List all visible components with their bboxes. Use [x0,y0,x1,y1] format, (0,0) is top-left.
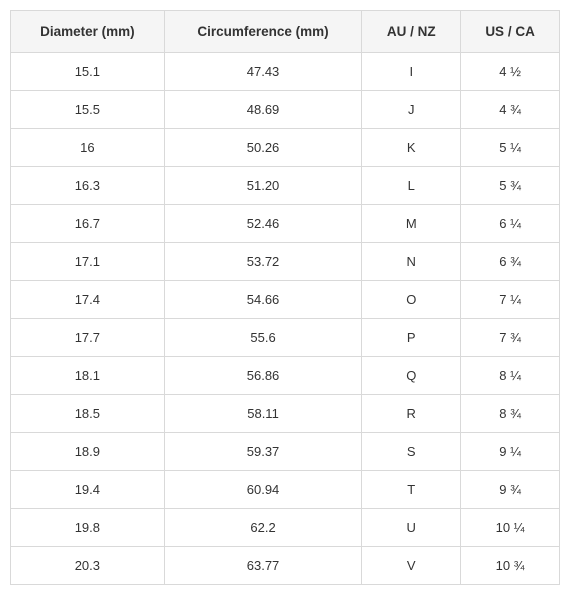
cell-us-ca: 8 ¾ [461,395,560,433]
table-row: 15.147.43I4 ½ [11,53,560,91]
cell-us-ca: 9 ¾ [461,471,560,509]
cell-circumference: 54.66 [164,281,362,319]
col-header-au-nz: AU / NZ [362,11,461,53]
table-body: 15.147.43I4 ½15.548.69J4 ¾1650.26K5 ¼16.… [11,53,560,585]
cell-au-nz: N [362,243,461,281]
table-row: 18.959.37S9 ¼ [11,433,560,471]
table-row: 15.548.69J4 ¾ [11,91,560,129]
cell-au-nz: R [362,395,461,433]
cell-au-nz: P [362,319,461,357]
col-header-us-ca: US / CA [461,11,560,53]
table-row: 16.752.46M6 ¼ [11,205,560,243]
cell-circumference: 62.2 [164,509,362,547]
cell-diameter: 18.5 [11,395,165,433]
table-header-row: Diameter (mm) Circumference (mm) AU / NZ… [11,11,560,53]
cell-us-ca: 6 ¾ [461,243,560,281]
cell-diameter: 18.1 [11,357,165,395]
cell-us-ca: 9 ¼ [461,433,560,471]
cell-au-nz: S [362,433,461,471]
cell-us-ca: 5 ¾ [461,167,560,205]
cell-diameter: 17.4 [11,281,165,319]
cell-circumference: 59.37 [164,433,362,471]
table-row: 1650.26K5 ¼ [11,129,560,167]
cell-au-nz: T [362,471,461,509]
cell-us-ca: 10 ¾ [461,547,560,585]
table-row: 16.351.20L5 ¾ [11,167,560,205]
cell-circumference: 53.72 [164,243,362,281]
cell-diameter: 16.3 [11,167,165,205]
cell-us-ca: 10 ¼ [461,509,560,547]
cell-au-nz: Q [362,357,461,395]
cell-circumference: 52.46 [164,205,362,243]
cell-au-nz: M [362,205,461,243]
cell-diameter: 15.5 [11,91,165,129]
table-row: 17.153.72N6 ¾ [11,243,560,281]
cell-us-ca: 5 ¼ [461,129,560,167]
cell-circumference: 55.6 [164,319,362,357]
cell-diameter: 19.8 [11,509,165,547]
cell-au-nz: K [362,129,461,167]
table-row: 18.156.86Q8 ¼ [11,357,560,395]
cell-diameter: 16 [11,129,165,167]
cell-au-nz: J [362,91,461,129]
table-row: 17.755.6P7 ¾ [11,319,560,357]
ring-size-table: Diameter (mm) Circumference (mm) AU / NZ… [10,10,560,585]
cell-au-nz: O [362,281,461,319]
cell-circumference: 51.20 [164,167,362,205]
cell-diameter: 16.7 [11,205,165,243]
table-row: 19.460.94T9 ¾ [11,471,560,509]
cell-us-ca: 7 ¼ [461,281,560,319]
table-row: 19.862.2U10 ¼ [11,509,560,547]
cell-diameter: 17.1 [11,243,165,281]
cell-circumference: 63.77 [164,547,362,585]
cell-us-ca: 4 ½ [461,53,560,91]
cell-circumference: 50.26 [164,129,362,167]
cell-circumference: 58.11 [164,395,362,433]
cell-diameter: 20.3 [11,547,165,585]
cell-au-nz: I [362,53,461,91]
cell-au-nz: U [362,509,461,547]
cell-us-ca: 6 ¼ [461,205,560,243]
cell-au-nz: L [362,167,461,205]
cell-diameter: 18.9 [11,433,165,471]
cell-circumference: 60.94 [164,471,362,509]
cell-diameter: 15.1 [11,53,165,91]
table-row: 20.363.77V10 ¾ [11,547,560,585]
cell-us-ca: 7 ¾ [461,319,560,357]
cell-us-ca: 4 ¾ [461,91,560,129]
col-header-diameter: Diameter (mm) [11,11,165,53]
cell-circumference: 56.86 [164,357,362,395]
cell-au-nz: V [362,547,461,585]
table-row: 18.558.11R8 ¾ [11,395,560,433]
cell-us-ca: 8 ¼ [461,357,560,395]
cell-circumference: 47.43 [164,53,362,91]
cell-diameter: 19.4 [11,471,165,509]
cell-circumference: 48.69 [164,91,362,129]
col-header-circumference: Circumference (mm) [164,11,362,53]
table-row: 17.454.66O7 ¼ [11,281,560,319]
cell-diameter: 17.7 [11,319,165,357]
